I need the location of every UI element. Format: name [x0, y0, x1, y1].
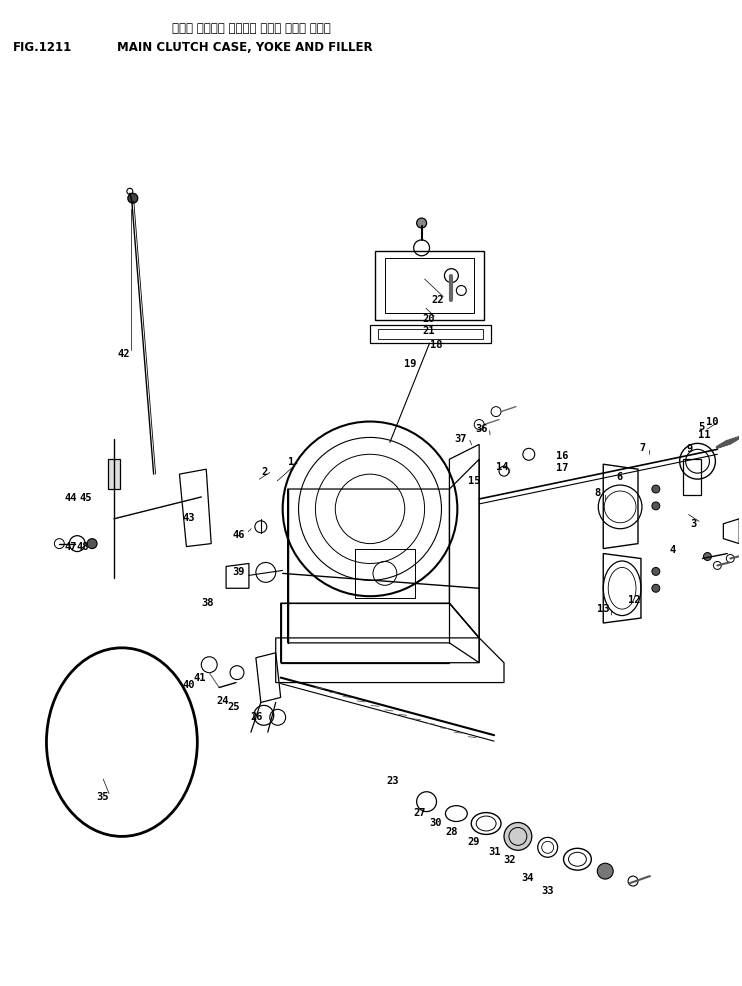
Text: 11: 11 — [697, 429, 710, 440]
Text: 13: 13 — [597, 603, 610, 613]
Text: 29: 29 — [468, 836, 480, 846]
Text: 28: 28 — [446, 826, 459, 836]
Text: 20: 20 — [422, 314, 435, 323]
Text: 37: 37 — [455, 433, 467, 443]
Text: 34: 34 — [521, 872, 533, 881]
Text: 24: 24 — [216, 695, 229, 705]
Circle shape — [87, 539, 97, 549]
Text: 26: 26 — [251, 711, 263, 721]
Text: 7: 7 — [639, 443, 645, 453]
Text: 36: 36 — [475, 423, 487, 434]
Text: 16: 16 — [556, 451, 568, 460]
Text: 21: 21 — [422, 325, 435, 335]
Circle shape — [597, 864, 613, 880]
Text: メイン クラッチ ケース， ヨーク オヨビ フィラ: メイン クラッチ ケース， ヨーク オヨビ フィラ — [171, 22, 330, 35]
Text: 48: 48 — [76, 542, 88, 552]
Text: 33: 33 — [542, 885, 554, 895]
Text: 2: 2 — [261, 466, 267, 476]
Circle shape — [652, 503, 660, 511]
Text: 41: 41 — [194, 672, 206, 682]
Text: 39: 39 — [232, 566, 245, 576]
Text: 38: 38 — [201, 598, 214, 607]
Circle shape — [652, 585, 660, 593]
Text: 42: 42 — [117, 349, 130, 359]
Text: 1: 1 — [289, 457, 295, 466]
Circle shape — [703, 553, 712, 561]
Text: 9: 9 — [686, 444, 692, 454]
Text: 19: 19 — [404, 359, 416, 369]
Text: 10: 10 — [706, 416, 718, 427]
Text: 5: 5 — [697, 421, 704, 432]
Text: 44: 44 — [65, 493, 76, 503]
Text: 31: 31 — [488, 846, 501, 856]
Text: 46: 46 — [232, 529, 245, 539]
Text: 12: 12 — [628, 595, 641, 604]
Text: 14: 14 — [496, 461, 508, 471]
Circle shape — [128, 194, 138, 204]
Polygon shape — [108, 459, 120, 489]
Text: 45: 45 — [79, 493, 91, 503]
Text: 40: 40 — [182, 678, 194, 689]
Text: 4: 4 — [670, 544, 676, 555]
Text: 18: 18 — [430, 339, 442, 349]
Text: 23: 23 — [387, 775, 399, 785]
Circle shape — [504, 822, 532, 851]
Text: 47: 47 — [65, 542, 76, 552]
Circle shape — [652, 568, 660, 576]
Text: 30: 30 — [430, 816, 442, 827]
Circle shape — [652, 485, 660, 494]
Text: 35: 35 — [96, 792, 108, 802]
Text: 22: 22 — [431, 294, 444, 305]
Circle shape — [417, 219, 427, 229]
Text: 3: 3 — [691, 519, 697, 528]
Text: 15: 15 — [468, 475, 480, 485]
Text: 43: 43 — [182, 513, 194, 523]
Text: MAIN CLUTCH CASE, YOKE AND FILLER: MAIN CLUTCH CASE, YOKE AND FILLER — [117, 41, 372, 54]
Text: 32: 32 — [503, 854, 516, 864]
Text: 27: 27 — [413, 807, 426, 817]
Text: 8: 8 — [594, 488, 601, 498]
Text: FIG.1211: FIG.1211 — [13, 41, 72, 54]
Text: 17: 17 — [556, 462, 568, 472]
Text: 6: 6 — [617, 471, 623, 481]
Text: 25: 25 — [228, 701, 240, 711]
